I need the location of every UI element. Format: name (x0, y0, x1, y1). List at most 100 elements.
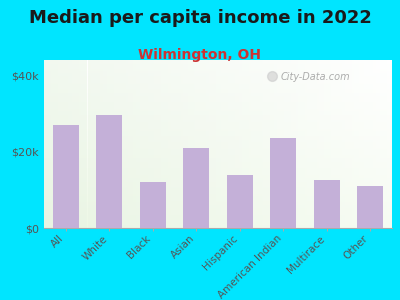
Bar (322, 60, 324, 228)
Bar (44, 169, 392, 170)
Bar (44, 112, 392, 113)
Bar (246, 60, 248, 228)
Bar (159, 60, 160, 228)
Bar (44, 115, 392, 116)
Bar (119, 60, 120, 228)
Bar (44, 149, 392, 150)
Bar (44, 154, 392, 155)
Bar (378, 60, 380, 228)
Bar (164, 60, 166, 228)
Bar (44, 100, 392, 101)
Bar (44, 71, 392, 72)
Bar (96, 116, 122, 228)
Bar (227, 60, 228, 228)
Bar (44, 90, 392, 91)
Bar (44, 222, 392, 223)
Bar (307, 60, 308, 228)
Bar (305, 60, 307, 228)
Bar (316, 60, 317, 228)
Bar (44, 200, 392, 201)
Bar (248, 60, 249, 228)
Bar (44, 157, 392, 158)
Bar (44, 134, 392, 135)
Bar (96, 60, 98, 228)
Bar (383, 60, 385, 228)
Bar (328, 60, 329, 228)
Bar (44, 188, 392, 189)
Bar (234, 60, 236, 228)
Bar (102, 60, 103, 228)
Bar (44, 141, 392, 142)
Bar (88, 60, 89, 228)
Bar (44, 195, 392, 196)
Bar (44, 227, 392, 228)
Bar (387, 60, 388, 228)
Bar (199, 60, 201, 228)
Bar (44, 110, 392, 111)
Bar (93, 60, 94, 228)
Bar (303, 60, 305, 228)
Bar (44, 225, 392, 226)
Bar (371, 60, 373, 228)
Bar (126, 60, 128, 228)
Bar (168, 60, 169, 228)
Bar (138, 60, 140, 228)
Bar (44, 221, 392, 222)
Bar (270, 138, 296, 228)
Bar (44, 211, 392, 212)
Bar (44, 185, 392, 186)
Bar (154, 60, 155, 228)
Bar (44, 67, 392, 68)
Bar (44, 102, 392, 103)
Bar (44, 60, 392, 61)
Bar (44, 140, 392, 141)
Bar (44, 214, 392, 215)
Bar (105, 60, 107, 228)
Bar (44, 203, 392, 204)
Bar (86, 60, 88, 228)
Bar (237, 60, 239, 228)
Bar (44, 186, 392, 187)
Bar (187, 60, 188, 228)
Bar (44, 94, 392, 95)
Bar (44, 146, 392, 147)
Bar (312, 60, 314, 228)
Bar (44, 174, 392, 175)
Bar (142, 60, 143, 228)
Bar (157, 60, 159, 228)
Bar (166, 60, 168, 228)
Bar (44, 155, 392, 156)
Bar (380, 60, 382, 228)
Bar (357, 60, 359, 228)
Bar (44, 194, 392, 195)
Bar (204, 60, 206, 228)
Bar (70, 60, 72, 228)
Bar (190, 60, 192, 228)
Bar (44, 70, 392, 71)
Bar (44, 135, 392, 136)
Bar (155, 60, 157, 228)
Bar (54, 60, 56, 228)
Bar (361, 60, 362, 228)
Bar (390, 60, 392, 228)
Bar (44, 76, 392, 77)
Bar (388, 60, 390, 228)
Bar (51, 60, 53, 228)
Bar (44, 150, 392, 151)
Bar (258, 60, 260, 228)
Bar (336, 60, 338, 228)
Bar (347, 60, 348, 228)
Bar (235, 60, 237, 228)
Bar (44, 164, 392, 165)
Bar (72, 60, 74, 228)
Bar (183, 60, 185, 228)
Bar (44, 190, 392, 191)
Bar (44, 66, 392, 67)
Bar (44, 131, 392, 132)
Bar (44, 212, 392, 213)
Bar (321, 60, 322, 228)
Bar (44, 128, 392, 129)
Bar (44, 148, 392, 149)
Bar (49, 60, 51, 228)
Bar (44, 107, 392, 108)
